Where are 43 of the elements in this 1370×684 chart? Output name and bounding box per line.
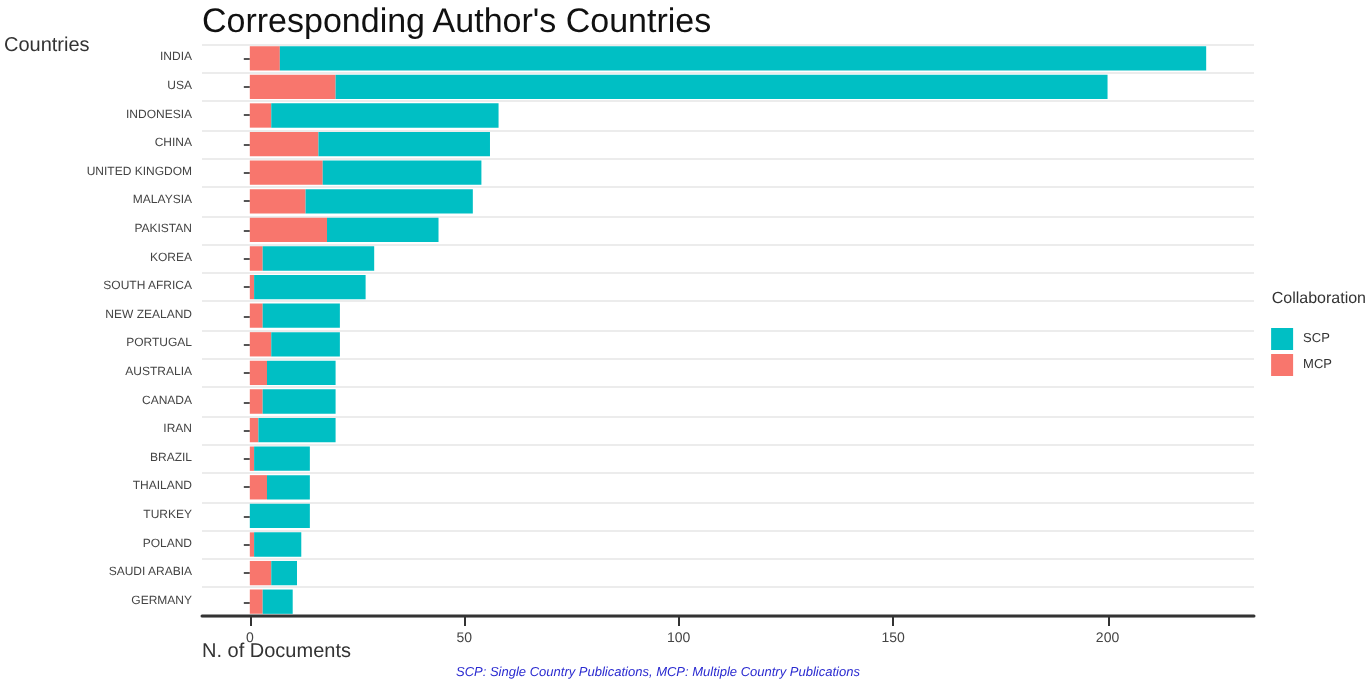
bar	[262, 246, 375, 271]
bar	[249, 389, 263, 414]
bar	[249, 332, 272, 357]
bar	[249, 160, 323, 185]
y-axis-title: Countries	[4, 35, 90, 57]
bar	[249, 217, 328, 243]
bar	[249, 131, 319, 157]
bar	[249, 189, 306, 214]
bar	[271, 103, 499, 128]
bar	[262, 389, 336, 414]
bar	[318, 131, 490, 157]
bar	[271, 560, 297, 586]
bar	[327, 217, 439, 243]
bar	[249, 303, 263, 328]
bar	[266, 360, 336, 386]
bar	[305, 189, 473, 214]
bar	[254, 274, 366, 300]
bar	[249, 246, 263, 271]
bar	[322, 160, 482, 185]
bar	[249, 560, 272, 586]
bar	[249, 503, 310, 529]
bar	[249, 446, 255, 471]
bar	[262, 589, 293, 614]
bar	[249, 274, 255, 300]
bar	[266, 475, 310, 500]
bar	[279, 46, 1207, 71]
chart-title: Corresponding Author's Countries	[202, 2, 712, 40]
bar	[249, 46, 280, 71]
bar	[258, 417, 336, 443]
bar	[254, 446, 310, 471]
legend-title: Collaboration	[1271, 289, 1366, 307]
bar	[254, 532, 302, 557]
bar	[249, 475, 267, 500]
bar	[249, 589, 263, 614]
bar	[262, 303, 340, 328]
bar	[249, 417, 259, 443]
x-axis-title: N. of Documents	[202, 641, 351, 663]
bar	[249, 360, 267, 386]
bar	[249, 103, 272, 128]
bar	[249, 532, 255, 557]
bar	[249, 74, 336, 100]
bar	[335, 74, 1108, 100]
bar	[271, 332, 340, 357]
